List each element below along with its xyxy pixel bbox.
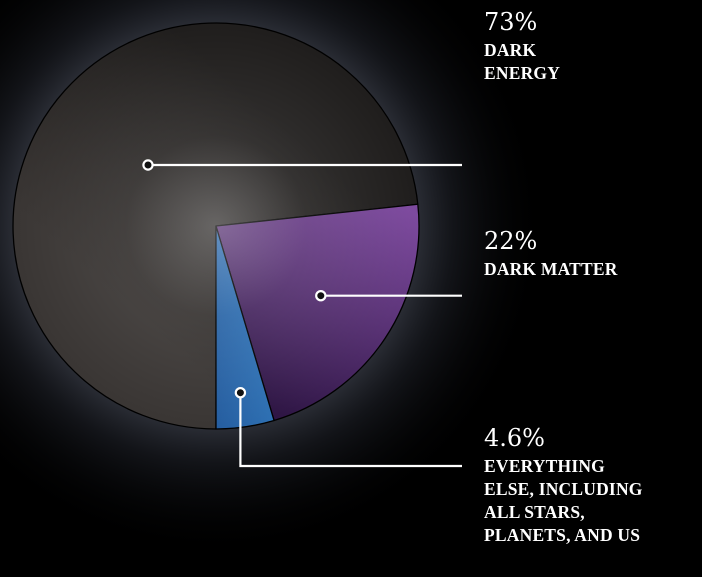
labels-group: 73% DARK ENERGY 22% DARK MATTER 4.6% EVERYTHIN… bbox=[484, 8, 643, 545]
slice-label-everything-else: ELSE, INCLUDING bbox=[484, 479, 643, 499]
leader-line-everything-else bbox=[239, 397, 462, 468]
anchor-dot-dark-matter bbox=[315, 290, 327, 302]
anchor-dot-everything-else bbox=[234, 387, 247, 399]
slices-group bbox=[12, 22, 420, 430]
anchor-dot-dark-energy bbox=[142, 159, 154, 171]
percent-label-dark-matter: 22% bbox=[484, 227, 537, 255]
slice-label-dark-energy: ENERGY bbox=[484, 63, 560, 83]
slice-label-everything-else: PLANETS, AND US bbox=[484, 525, 640, 545]
percent-label-dark-energy: 73% bbox=[484, 8, 537, 36]
slice-label-everything-else: EVERYTHING bbox=[484, 456, 605, 476]
slice-label-everything-else: ALL STARS, bbox=[484, 502, 585, 522]
percent-label-everything-else: 4.6% bbox=[484, 424, 545, 452]
leader-lines-group bbox=[142, 159, 462, 468]
slice-label-dark-matter: DARK MATTER bbox=[484, 259, 618, 279]
slice-label-dark-energy: DARK bbox=[484, 40, 537, 60]
